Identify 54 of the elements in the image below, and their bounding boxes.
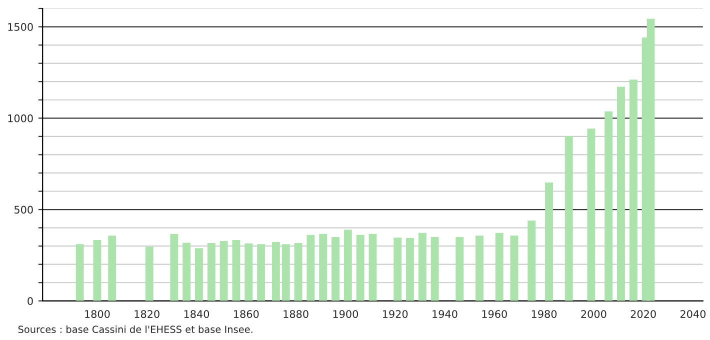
x-tick-label: 2020 bbox=[630, 310, 656, 318]
bar bbox=[629, 80, 638, 301]
bar bbox=[510, 236, 518, 301]
bar bbox=[232, 240, 240, 301]
bar bbox=[356, 234, 364, 301]
x-tick-label: 1880 bbox=[284, 310, 308, 318]
source-note: Sources : base Cassini de l'EHESS et base Insee. bbox=[18, 325, 252, 334]
bar bbox=[587, 128, 596, 301]
x-tick-label: 2000 bbox=[581, 310, 606, 318]
x-tick-label: 1840 bbox=[184, 310, 210, 318]
bar bbox=[430, 236, 439, 301]
y-tick-label: 0 bbox=[28, 297, 33, 306]
bar bbox=[495, 232, 504, 301]
bar bbox=[207, 242, 216, 301]
x-tick-label: 1980 bbox=[532, 310, 557, 318]
x-tick-label: 1940 bbox=[432, 310, 458, 318]
bar bbox=[306, 234, 315, 301]
bar bbox=[406, 238, 414, 301]
bar bbox=[564, 136, 573, 301]
bar bbox=[617, 86, 625, 301]
bar bbox=[108, 236, 116, 301]
bar bbox=[145, 246, 154, 301]
bar bbox=[394, 238, 402, 301]
bar bbox=[456, 236, 464, 301]
bar bbox=[368, 234, 377, 301]
bar bbox=[272, 242, 280, 301]
y-tick-label: 500 bbox=[14, 206, 33, 214]
x-tick-label: 2040 bbox=[680, 310, 706, 318]
bar bbox=[93, 240, 102, 301]
bar bbox=[220, 240, 228, 301]
bar bbox=[528, 220, 536, 301]
bar bbox=[294, 242, 302, 301]
bar bbox=[76, 244, 84, 301]
x-tick-label: 1900 bbox=[333, 310, 358, 318]
bar bbox=[476, 236, 484, 301]
x-tick-label: 1920 bbox=[382, 310, 408, 318]
bar bbox=[195, 248, 203, 301]
bar bbox=[332, 236, 340, 301]
bar bbox=[545, 182, 553, 301]
x-tick-label: 1960 bbox=[482, 310, 507, 318]
x-tick-label: 1820 bbox=[134, 310, 160, 318]
bar bbox=[344, 230, 352, 301]
x-tick-label: 1860 bbox=[234, 310, 259, 318]
bar bbox=[257, 244, 266, 301]
bar bbox=[418, 232, 426, 301]
y-tick-label: 1000 bbox=[8, 114, 33, 122]
bar bbox=[319, 234, 328, 301]
bar bbox=[170, 234, 178, 301]
bar bbox=[604, 111, 613, 301]
y-tick-label: 1500 bbox=[8, 23, 33, 31]
bar bbox=[244, 243, 253, 301]
bar bbox=[182, 242, 191, 301]
bar bbox=[282, 244, 290, 301]
x-tick-label: 1800 bbox=[85, 310, 110, 318]
